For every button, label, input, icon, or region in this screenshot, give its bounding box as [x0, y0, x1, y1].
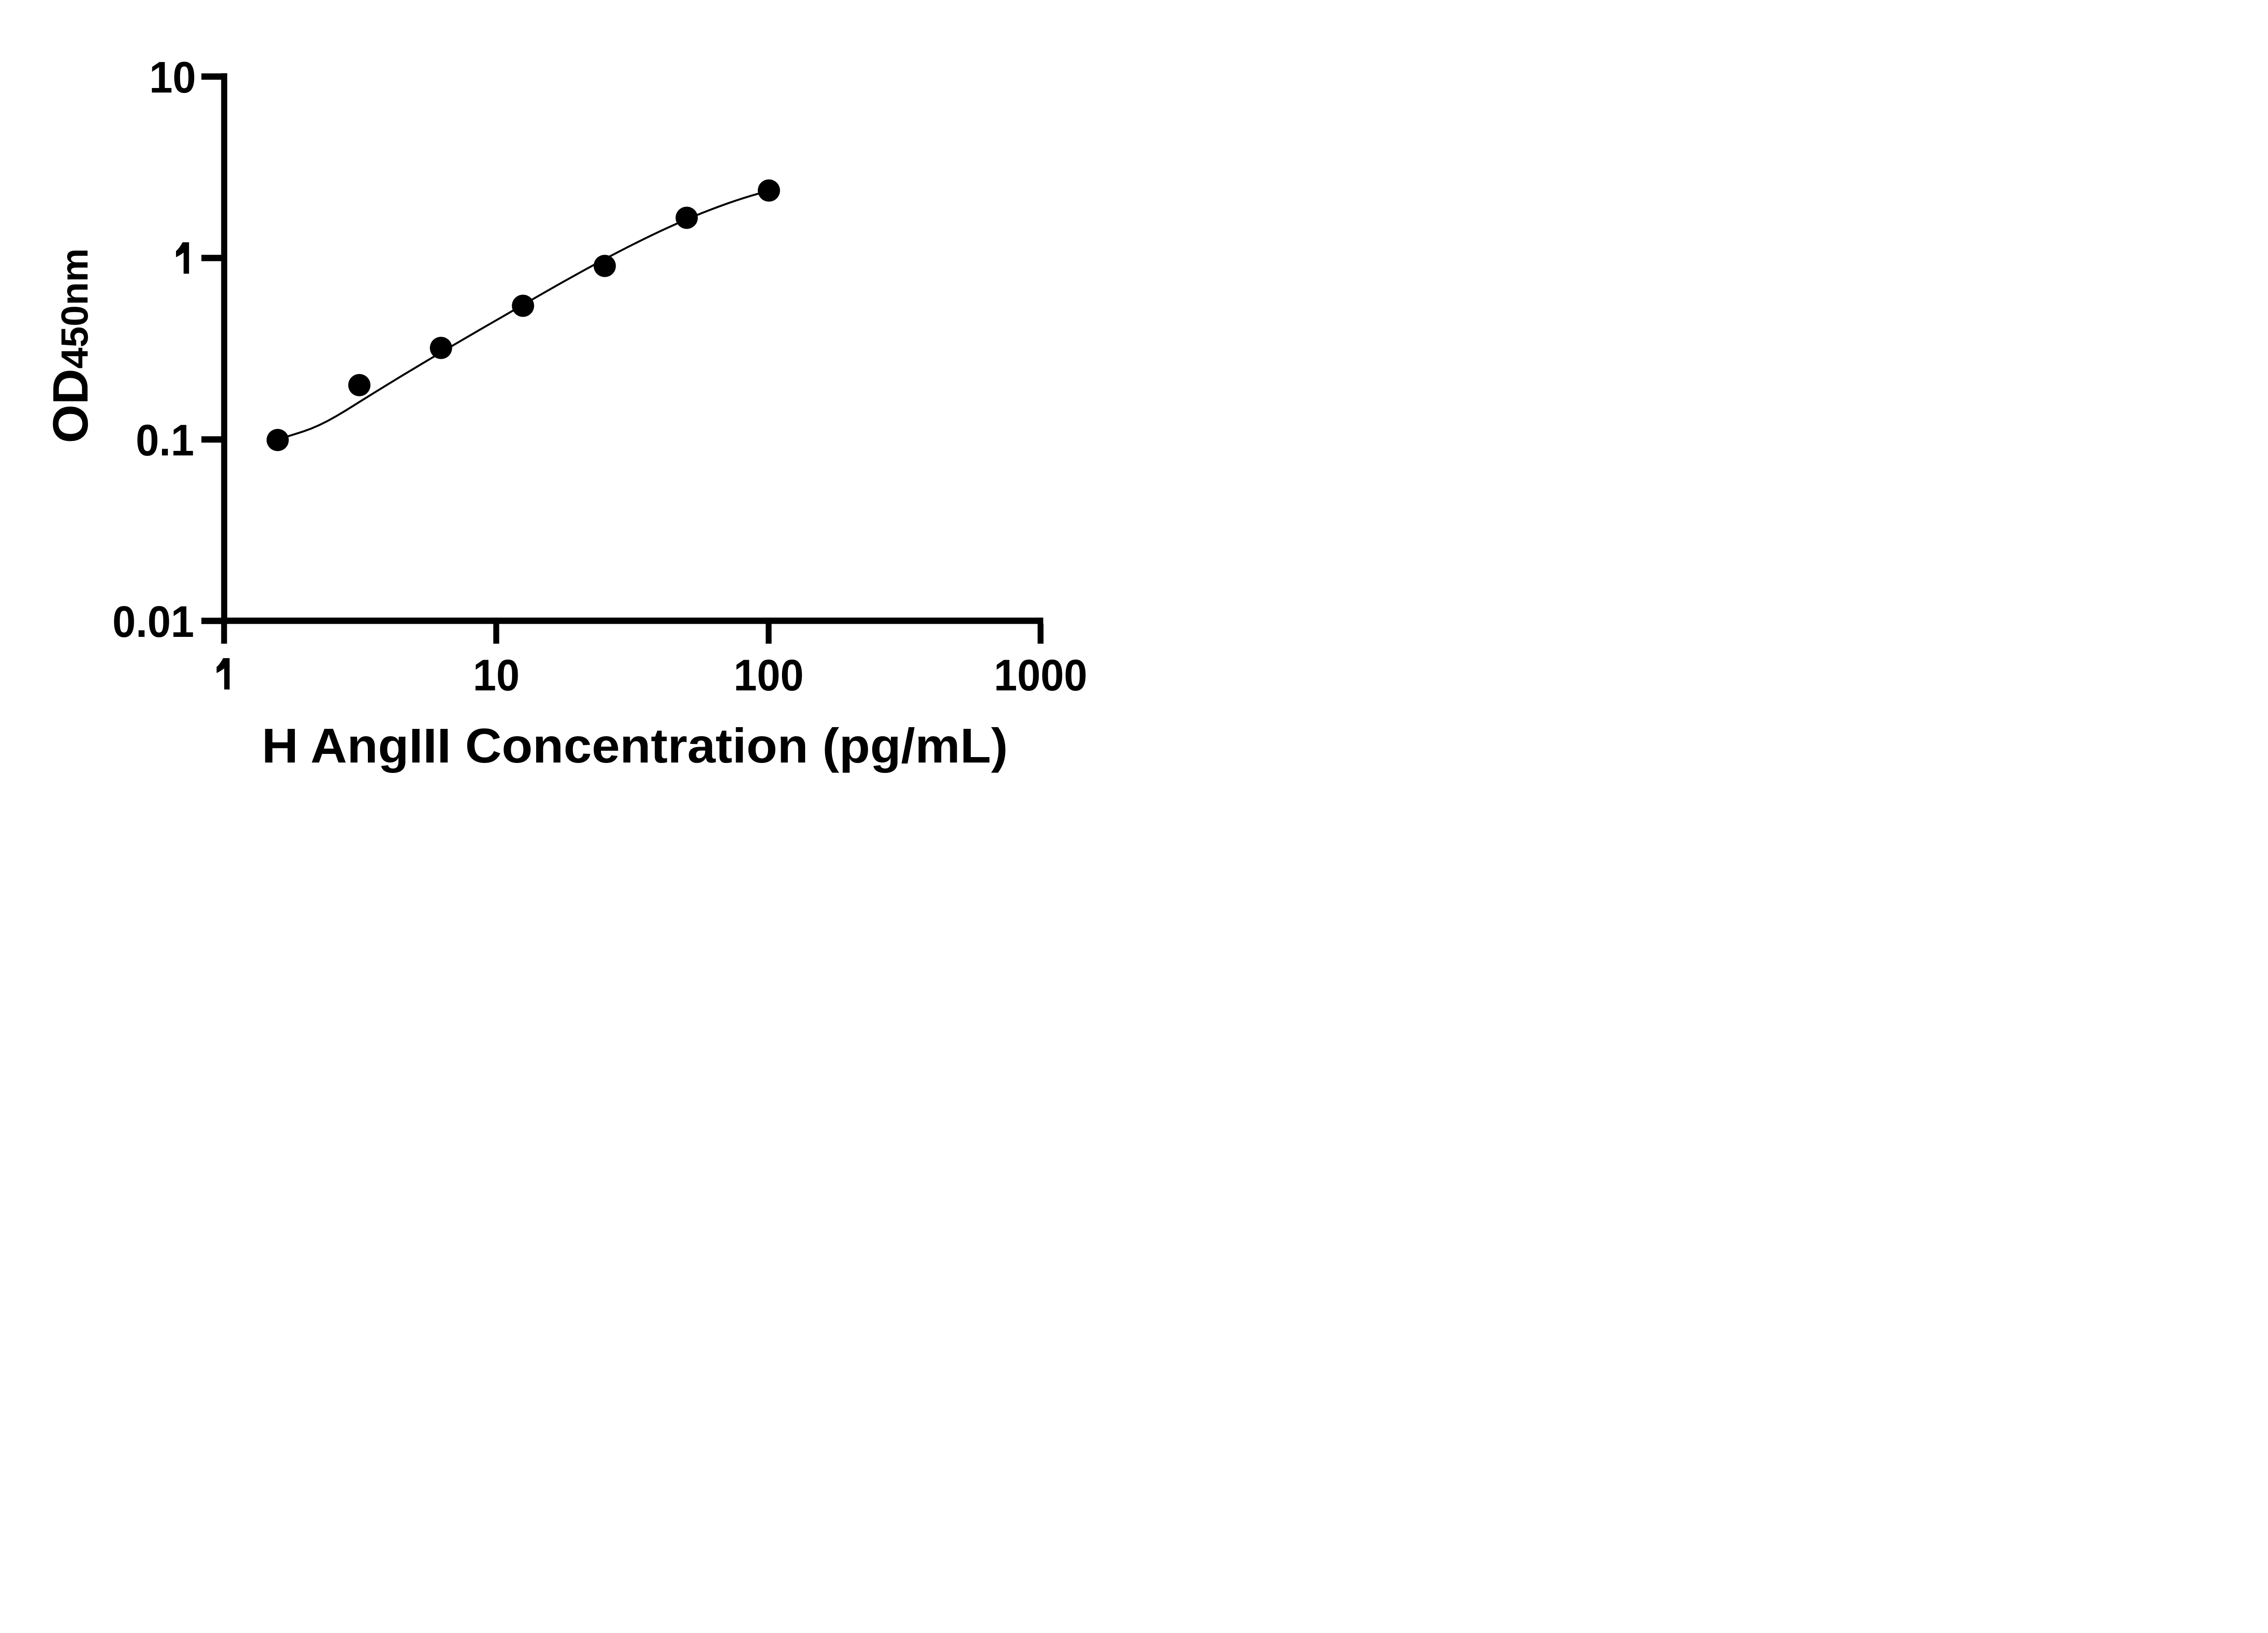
svg-text:H AngIII Concentration (pg/mL): H AngIII Concentration (pg/mL)	[262, 719, 1008, 773]
svg-text:1000: 1000	[994, 651, 1087, 700]
svg-text:10: 10	[473, 651, 519, 700]
svg-text:OD450nm: OD450nm	[43, 248, 98, 443]
svg-text:100: 100	[733, 651, 804, 700]
svg-text:0.01: 0.01	[112, 597, 194, 647]
svg-text:10: 10	[149, 53, 196, 103]
svg-text:0.1: 0.1	[136, 416, 194, 465]
